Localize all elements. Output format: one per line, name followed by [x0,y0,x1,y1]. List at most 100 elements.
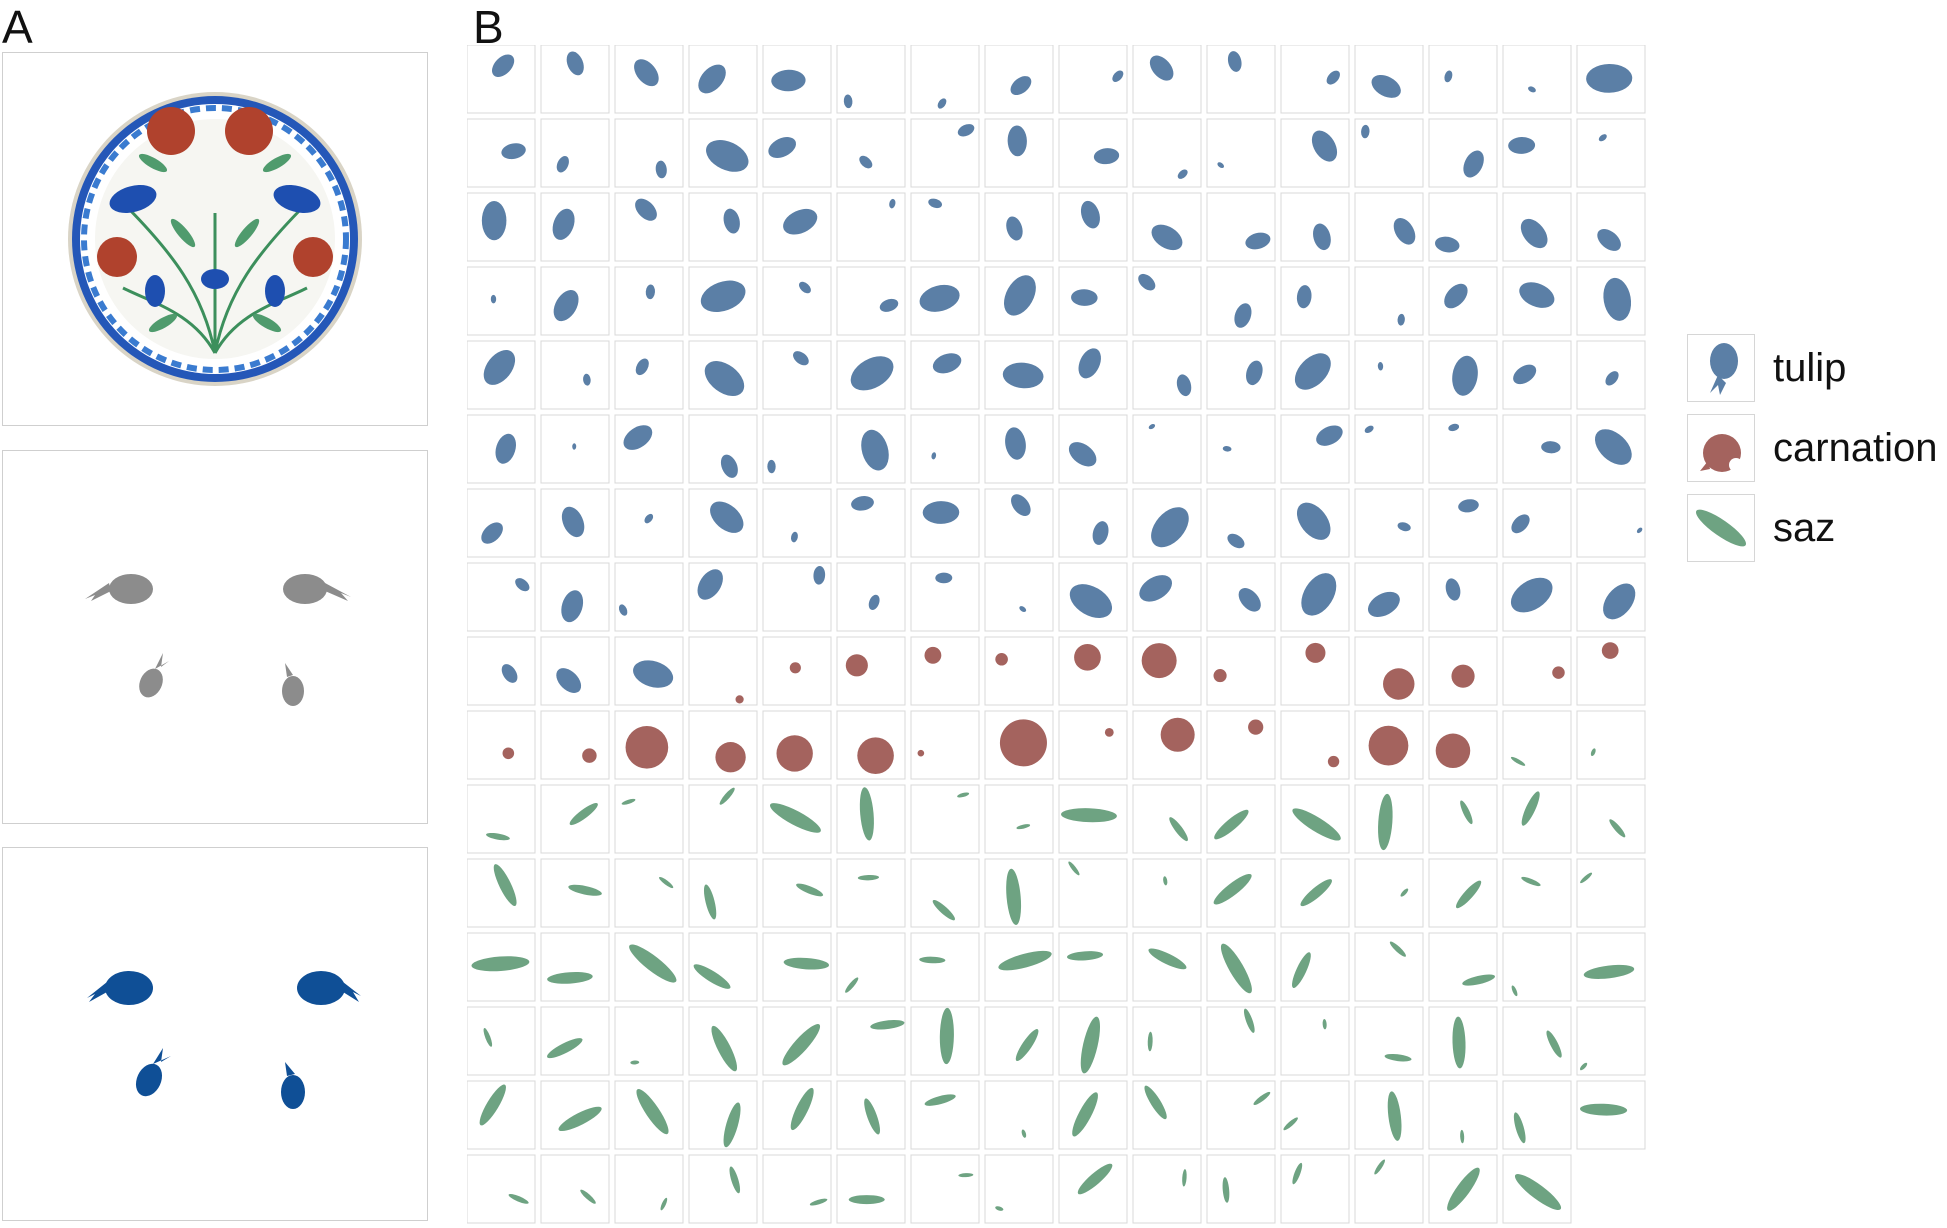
tulip-cell [1058,192,1128,262]
tulip-cell [614,118,684,188]
tulip-cell [467,266,536,336]
tulip-motif [1005,427,1026,460]
tulip-cell [1354,340,1424,410]
tulip-cell [1576,266,1646,336]
saz-cell [762,1154,832,1224]
tulip-cell [984,118,1054,188]
saz-cell [1206,932,1276,1002]
tulip-motif [1541,441,1561,454]
saz-motif [848,1195,885,1205]
tulip-motif [1092,521,1109,545]
saz-cell [1502,858,1572,928]
tulip-motif [1112,70,1124,82]
tulip-cell [1428,340,1498,410]
tulip-cell [467,45,536,114]
tulip-motif [1006,216,1023,241]
saz-cell [1132,858,1202,928]
tulip-cell [1502,414,1572,484]
tulip-cell [1132,562,1202,632]
tulip-cell [762,192,832,262]
carnation-motif [1141,643,1177,679]
tulip-cell [762,488,832,558]
saz-motif [1580,872,1593,884]
saz-motif [1292,952,1311,989]
tulip-motif [1511,514,1530,534]
saz-cell [1576,1080,1646,1150]
tulip-motif [1177,169,1188,179]
tulip-cell [1132,340,1202,410]
saz-cell [1280,1080,1350,1150]
tulip-motif [1071,289,1098,306]
saz-cell [1354,932,1424,1002]
saz-motif [1510,756,1526,766]
saz-motif [1015,1029,1039,1062]
tulip-motif [583,373,591,386]
tulip-cell [984,266,1054,336]
tulip-motif [783,208,818,235]
carnation-cell [688,636,758,706]
tulip-motif [1151,224,1183,251]
tulip-cell [540,488,610,558]
saz-cell [1428,858,1498,928]
saz-cell [614,784,684,854]
tulip-motif [861,429,889,471]
tulip-cell [688,340,758,410]
tulip-cell [1576,414,1646,484]
tulip-cell [1502,192,1572,262]
saz-cell [836,1080,906,1150]
tulip-motif [561,506,585,538]
tulip-cell [1206,266,1276,336]
saz-cell [1280,1006,1350,1076]
tulip-motif [1078,348,1101,379]
carnation-cell [984,636,1054,706]
carnation-motif [1213,669,1227,683]
saz-motif [998,950,1052,971]
tulip-motif [1010,76,1032,96]
tulip-motif [813,565,826,585]
carnation-motif [845,654,868,677]
saz-cell [762,858,832,928]
tulip-motif [1520,218,1548,249]
tulip-motif [1234,303,1252,328]
tulip-motif [1227,51,1242,72]
saz-motif [568,884,602,896]
tulip-motif [1296,285,1312,309]
saz-motif [1243,1008,1255,1033]
saz-cell [1058,1080,1128,1150]
saz-cell [836,1006,906,1076]
tulip-motif [771,69,806,92]
blue-tulip-silhouettes [87,971,361,1109]
tulip-motif [1513,364,1537,385]
tulip-motif [481,201,507,241]
saz-cell [1502,1006,1572,1076]
tulip-motif [1148,424,1156,430]
saz-cell [910,1080,980,1150]
saz-cell [540,784,610,854]
saz-motif [1452,1016,1466,1069]
tulip-motif [495,433,516,464]
saz-motif [1163,876,1168,886]
saz-cell [1576,932,1646,1002]
tulip-motif [1326,70,1340,85]
saz-cell [1206,1154,1276,1224]
carnation-motif [582,748,597,763]
tulip-cell [984,340,1054,410]
carnation-motif [995,652,1008,666]
motif-grid [467,45,1646,1224]
tulip-motif [697,569,723,600]
tulip-motif [710,501,744,533]
carnation-cell [467,710,536,780]
saz-cell [1354,784,1424,854]
saz-motif [636,1088,669,1135]
tulip-cell [467,340,536,410]
tulip-cell [614,340,684,410]
saz-cell [688,1080,758,1150]
carnation-motif [1601,642,1619,659]
tulip-motif [553,289,579,322]
tulip-motif [1371,75,1401,98]
saz-motif [1066,951,1104,961]
saz-cell [688,1154,758,1224]
tulip-cell [762,562,832,632]
saz-motif [870,1020,905,1030]
tulip-motif [843,94,853,109]
